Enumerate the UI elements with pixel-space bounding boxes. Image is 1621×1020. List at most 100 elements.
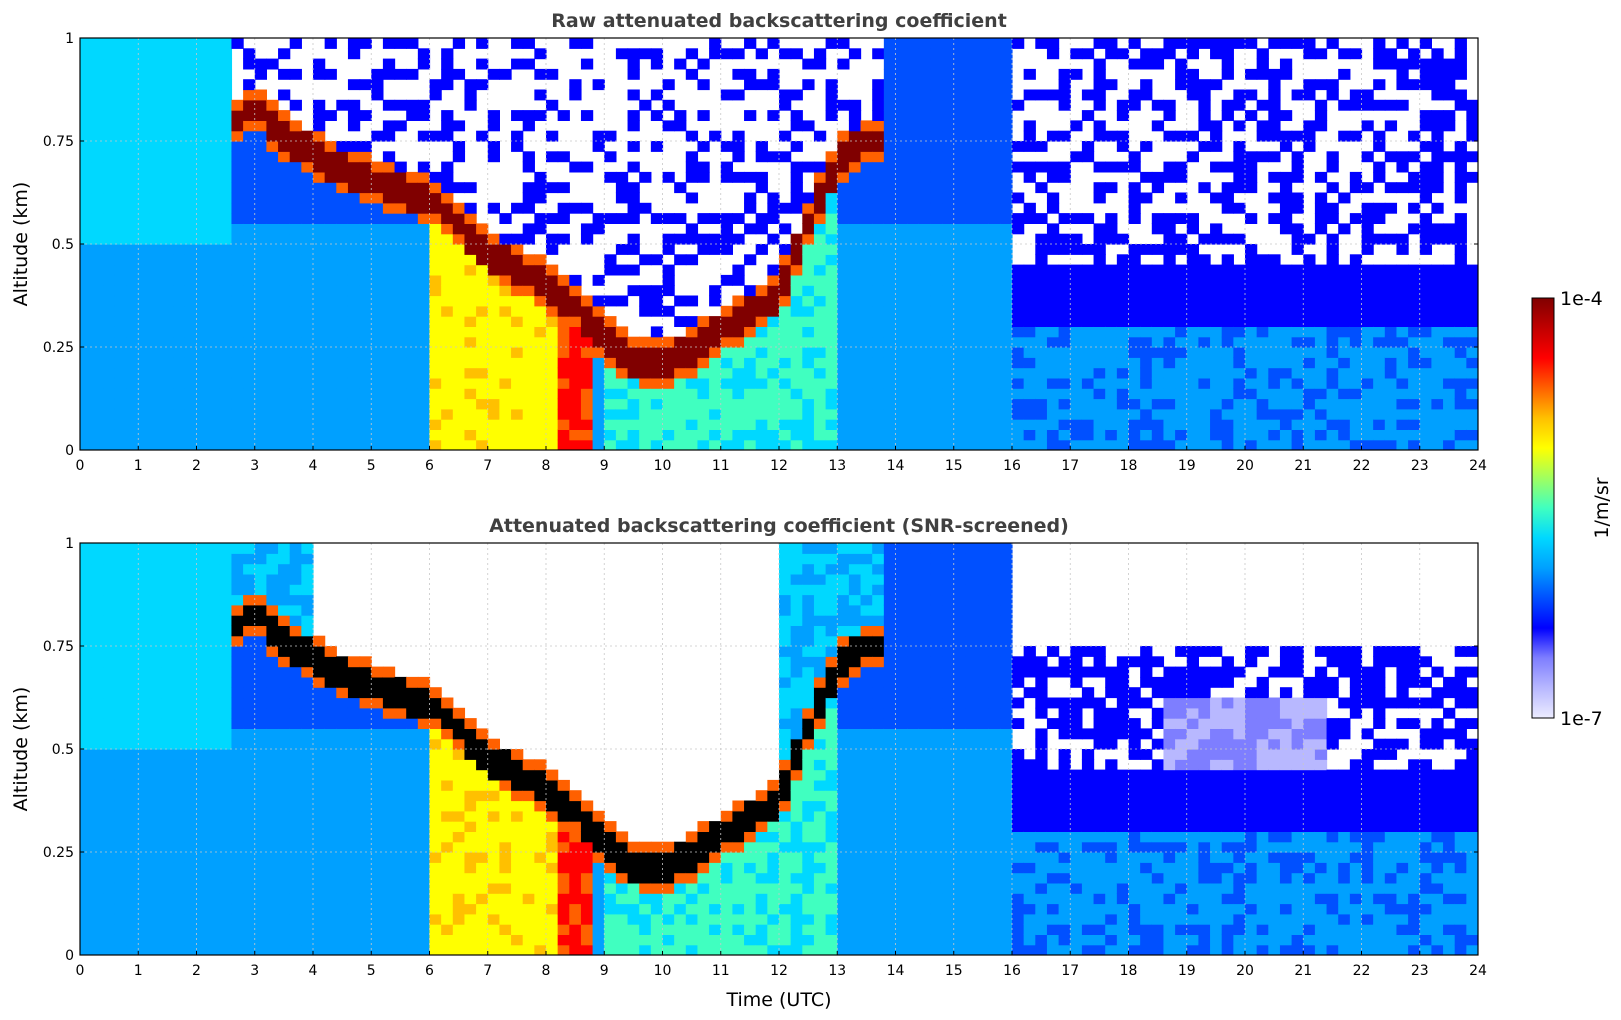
- heatmap-cell: [639, 398, 652, 410]
- heatmap-cell: [592, 305, 605, 317]
- heatmap-cell: [208, 99, 221, 111]
- heatmap-cell: [848, 151, 862, 163]
- heatmap-cell: [1186, 213, 1199, 224]
- heatmap-cell: [289, 924, 302, 935]
- heatmap-cell: [942, 182, 955, 194]
- heatmap-cell: [837, 38, 850, 49]
- heatmap-cell: [1175, 171, 1188, 183]
- heatmap-cell: [872, 233, 885, 245]
- heatmap-cell: [872, 182, 885, 194]
- heatmap-cell: [126, 274, 139, 286]
- heatmap-cell: [382, 728, 396, 740]
- heatmap-cell: [184, 934, 198, 946]
- heatmap-cell: [254, 419, 267, 430]
- heatmap-cell: [301, 192, 314, 204]
- heatmap-cell: [883, 151, 897, 163]
- heatmap-cell: [80, 264, 93, 276]
- heatmap-cell: [324, 305, 337, 317]
- heatmap-cell: [313, 398, 326, 410]
- heatmap-cell: [91, 336, 104, 348]
- heatmap-cell: [953, 305, 966, 317]
- heatmap-cell: [359, 429, 372, 441]
- heatmap-cell: [1291, 316, 1304, 327]
- heatmap-cell: [371, 429, 384, 441]
- heatmap-cell: [1116, 336, 1130, 348]
- heatmap-cell: [91, 893, 104, 905]
- heatmap-cell: [208, 625, 221, 637]
- heatmap-cell: [149, 738, 163, 750]
- heatmap-cell: [732, 171, 745, 183]
- heatmap-cell: [452, 419, 466, 430]
- heatmap-cell: [417, 285, 431, 297]
- heatmap-cell: [452, 398, 466, 410]
- heatmap-cell: [336, 913, 349, 925]
- heatmap-cell: [126, 161, 139, 173]
- heatmap-cell: [382, 779, 396, 791]
- heatmap-cell: [347, 852, 361, 863]
- heatmap-cell: [173, 615, 186, 626]
- heatmap-cell: [487, 202, 500, 214]
- heatmap-cell: [872, 377, 885, 389]
- heatmap-cell: [930, 110, 943, 121]
- heatmap-cell: [790, 367, 803, 379]
- heatmap-cell: [872, 316, 885, 327]
- heatmap-cell: [1384, 398, 1398, 410]
- heatmap-cell: [114, 192, 128, 204]
- heatmap-cell: [417, 233, 431, 245]
- x-tick-label: 17: [1061, 458, 1079, 474]
- heatmap-cell: [278, 882, 291, 894]
- heatmap-cell: [1000, 419, 1013, 430]
- heatmap-cell: [138, 233, 151, 245]
- heatmap-cell: [347, 934, 361, 946]
- heatmap-cell: [464, 903, 477, 915]
- heatmap-cell: [289, 656, 302, 668]
- heatmap-cell: [417, 326, 431, 338]
- heatmap-cell: [779, 439, 792, 450]
- heatmap-cell: [196, 697, 209, 709]
- heatmap-cell: [546, 244, 559, 255]
- heatmap-cell: [988, 58, 1001, 70]
- heatmap-cell: [965, 316, 978, 327]
- heatmap-cell: [1046, 223, 1060, 235]
- heatmap-cell: [1431, 120, 1444, 132]
- heatmap-cell: [1058, 357, 1071, 369]
- heatmap-cell: [872, 120, 885, 132]
- heatmap-cell: [219, 893, 233, 905]
- heatmap-cell: [930, 58, 943, 70]
- heatmap-cell: [184, 223, 198, 235]
- heatmap-cell: [196, 120, 209, 132]
- heatmap-cell: [615, 419, 629, 430]
- heatmap-cell: [452, 68, 466, 80]
- heatmap-cell: [1291, 89, 1304, 101]
- heatmap-cell: [522, 347, 535, 358]
- heatmap-cell: [709, 388, 722, 400]
- heatmap-cell: [744, 336, 757, 348]
- heatmap-cell: [301, 171, 314, 183]
- heatmap-cell: [1279, 274, 1293, 286]
- heatmap-cell: [1419, 367, 1432, 379]
- heatmap-cell: [627, 336, 640, 348]
- heatmap-cell: [347, 769, 361, 781]
- heatmap-cell: [720, 161, 733, 173]
- heatmap-cell: [1408, 305, 1421, 317]
- heatmap-cell: [907, 377, 920, 389]
- heatmap-cell: [1443, 223, 1456, 235]
- heatmap-cell: [755, 398, 768, 410]
- heatmap-cell: [1035, 429, 1048, 441]
- heatmap-cell: [1093, 377, 1106, 389]
- heatmap-cell: [1419, 336, 1432, 348]
- heatmap-cell: [511, 202, 524, 214]
- heatmap-cell: [1245, 439, 1258, 450]
- heatmap-cell: [254, 934, 267, 946]
- heatmap-cell: [114, 264, 128, 276]
- heatmap-cell: [1012, 388, 1025, 400]
- heatmap-cell: [336, 666, 349, 678]
- heatmap-cell: [767, 326, 780, 338]
- heatmap-cell: [301, 584, 314, 596]
- heatmap-cell: [1058, 305, 1071, 317]
- heatmap-cell: [1221, 336, 1234, 348]
- heatmap-cell: [942, 244, 955, 255]
- heatmap-cell: [126, 882, 139, 894]
- heatmap-cell: [313, 790, 326, 802]
- heatmap-cell: [813, 274, 827, 286]
